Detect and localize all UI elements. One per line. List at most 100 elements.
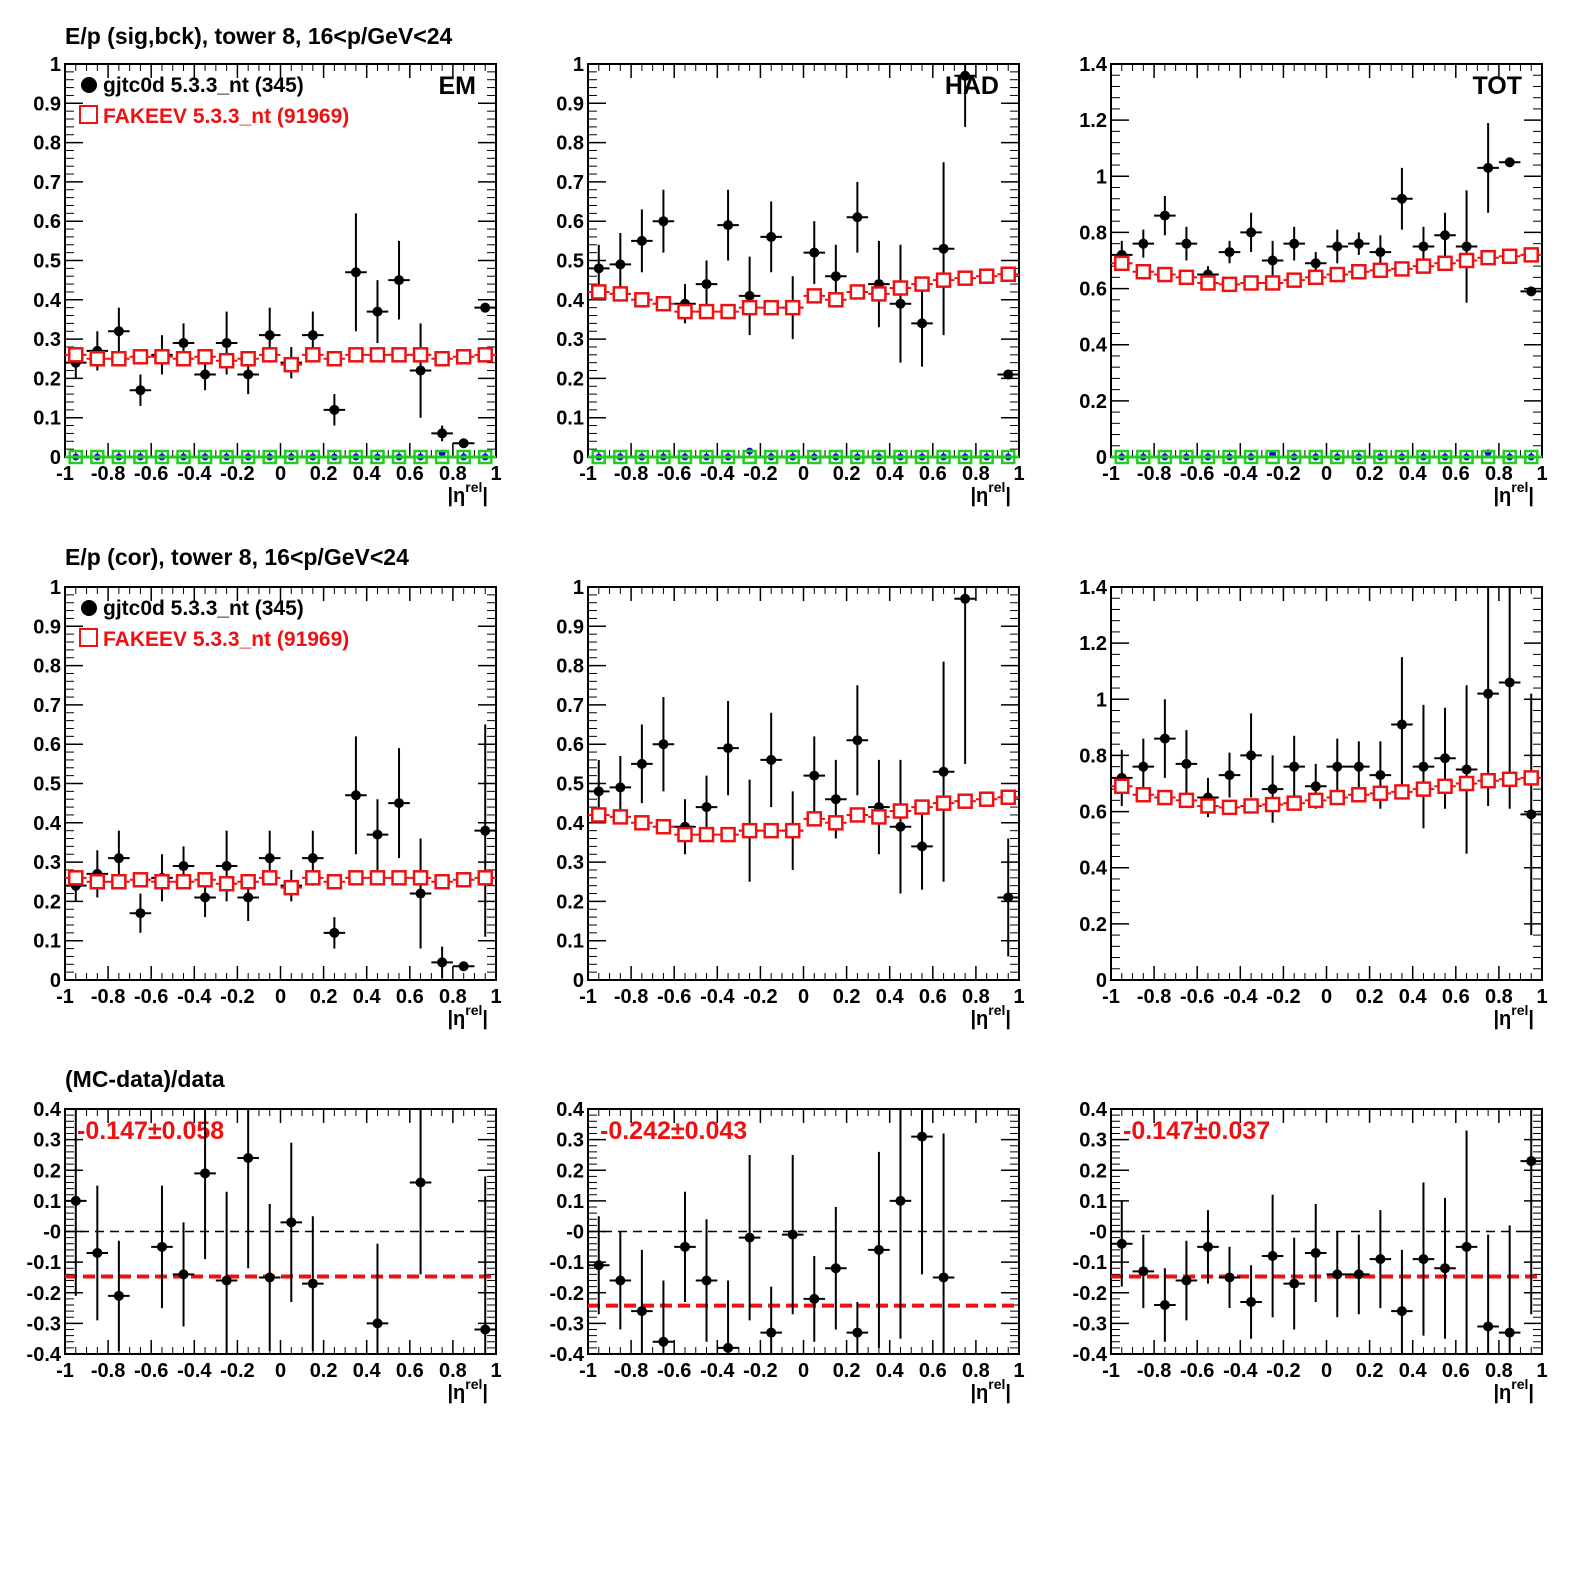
y-tick-label: 0	[1096, 970, 1107, 992]
panel-ratio-had: -0.4 -0.3 -0.2 -0.1 -0 0.1 0.2 0.3 0.4 -1 -0.8 -0.6…	[550, 1099, 1025, 1404]
x-tick-label: -0.2	[1266, 1360, 1300, 1382]
data-point	[1418, 761, 1429, 772]
data-point	[1289, 1278, 1300, 1289]
y-tick-label: 0.3	[33, 852, 61, 874]
green-point	[154, 449, 170, 465]
y-tick-label: 0.3	[556, 329, 584, 351]
x-tick-label: 0.4	[1399, 986, 1428, 1008]
mc-point	[1501, 248, 1518, 265]
x-tick-label: -0.6	[134, 463, 168, 485]
x-tick-label: 0	[275, 1360, 286, 1382]
data-point	[1310, 781, 1321, 792]
data-point	[960, 70, 971, 81]
data-point	[1483, 162, 1494, 173]
y-tick-label: 0.5	[556, 774, 584, 796]
mc-point	[455, 349, 472, 365]
green-point	[957, 449, 973, 465]
data-point	[917, 841, 928, 852]
mc-point	[1480, 772, 1496, 789]
mc-point	[218, 875, 235, 892]
mc-point	[1264, 796, 1281, 813]
y-tick-label: 0.5	[33, 251, 61, 273]
green-point	[327, 449, 342, 465]
legend-data-marker	[81, 77, 97, 93]
y-tick-label: 0.6	[556, 734, 584, 756]
mc-point	[1329, 789, 1346, 806]
data-point	[895, 821, 906, 832]
data-point	[809, 247, 820, 258]
y-tick-label: 0.9	[556, 93, 584, 115]
data-point	[895, 1195, 906, 1206]
x-axis-label: |ηrel|	[447, 479, 488, 507]
data-point	[1181, 758, 1192, 769]
mc-point	[612, 809, 629, 825]
x-tick-label: 0.2	[833, 1360, 861, 1382]
y-tick-label: 0.4	[1079, 1099, 1108, 1121]
y-tick-label: 0	[573, 970, 584, 992]
data-point	[1246, 750, 1257, 761]
data-point	[938, 1272, 949, 1283]
data-point	[1246, 227, 1257, 238]
data-point	[1181, 1275, 1192, 1286]
mc-point	[305, 347, 321, 363]
data-point	[135, 908, 146, 919]
data-point	[1332, 1269, 1343, 1280]
mc-point	[1157, 266, 1173, 283]
green-point	[1394, 449, 1410, 465]
green-point	[197, 449, 213, 465]
data-point	[1418, 241, 1429, 252]
mc-point	[849, 807, 866, 823]
y-tick-label: 0.2	[1079, 914, 1107, 936]
mc-point	[849, 284, 866, 300]
x-tick-label: 0.2	[310, 1360, 338, 1382]
green-point	[1114, 449, 1130, 465]
x-tick-label: 0.2	[310, 463, 338, 485]
green-point	[1437, 449, 1453, 465]
x-tick-label: -0.8	[614, 986, 648, 1008]
x-tick-label: 0.6	[919, 1360, 947, 1382]
data-point	[766, 754, 777, 765]
x-tick-label: 0	[1321, 1360, 1332, 1382]
data-point	[723, 1342, 734, 1353]
data-point	[830, 1263, 841, 1274]
data-point	[615, 782, 626, 793]
x-tick-label: 0.2	[1356, 1360, 1384, 1382]
x-tick-label: 0	[798, 986, 809, 1008]
y-tick-label: -0.4	[550, 1344, 585, 1366]
x-tick-label: -1	[579, 1360, 597, 1382]
x-tick-label: -0.2	[1266, 986, 1300, 1008]
y-tick-label: 0.2	[556, 891, 584, 913]
mc-point	[455, 872, 472, 888]
mc-point	[1372, 785, 1389, 802]
green-point	[591, 449, 607, 465]
data-point	[744, 1232, 755, 1243]
mc-point	[111, 874, 127, 890]
y-tick-label: 0.2	[1079, 391, 1107, 413]
y-tick-label: 0.8	[1079, 745, 1107, 767]
data-point	[895, 298, 906, 309]
legend-data-label: gjtc0d 5.3.3_nt (345)	[103, 597, 304, 620]
green-point	[391, 449, 407, 465]
mc-point	[1480, 249, 1496, 266]
row-title-signal-background: E/p (sig,bck), tower 8, 16<p/GeV<24	[65, 23, 453, 49]
green-point	[219, 449, 234, 465]
green-point	[90, 449, 105, 465]
data-point	[350, 790, 361, 801]
y-tick-label: 0.4	[556, 290, 585, 312]
mc-point	[1114, 255, 1130, 272]
mc-point	[89, 874, 106, 890]
x-tick-label: 0.6	[396, 986, 424, 1008]
mc-point	[391, 347, 407, 363]
x-tick-label: -0.4	[177, 1360, 212, 1382]
mc-point	[892, 280, 909, 296]
mc-point	[1286, 795, 1302, 811]
mc-point	[698, 303, 715, 320]
data-point	[1332, 241, 1343, 252]
y-tick-label: 0	[50, 447, 61, 469]
green-point	[111, 449, 127, 465]
y-tick-label: -0.2	[27, 1283, 61, 1305]
x-tick-label: 0	[275, 463, 286, 485]
y-tick-label: 0.4	[33, 813, 62, 835]
mc-point	[132, 872, 149, 888]
mc-point	[68, 870, 84, 886]
